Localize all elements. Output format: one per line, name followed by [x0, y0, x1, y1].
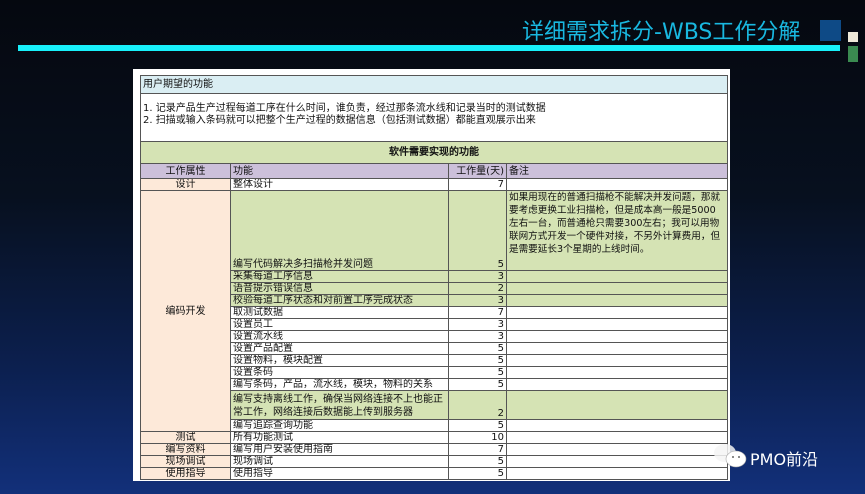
function-cell: 取测试数据: [230, 306, 449, 319]
decor-square: [848, 46, 858, 62]
table-row: 测试 所有功能测试 10: [140, 431, 728, 444]
table-row: 编码开发 编写代码解决多扫描枪并发问题 5 如果用现在的普通扫描枪不能解决并发问题，那…: [140, 190, 728, 432]
table-row: 设置产品配置 5: [141, 342, 728, 355]
note-cell: [506, 318, 728, 331]
function-cell: 所有功能测试: [230, 431, 449, 444]
brand-label: PMO前沿: [750, 450, 819, 469]
days-cell: 7: [448, 306, 507, 319]
note-cell: [506, 282, 728, 295]
function-cell: 整体设计: [230, 178, 449, 191]
function-cell: 编写支持离线工作，确保当网络连接不上也能正常工作，网络连接后数据能上传到服务器: [230, 390, 449, 420]
note-cell: [506, 378, 728, 391]
decor-square: [820, 20, 841, 41]
days-cell: 3: [448, 270, 507, 283]
table-row: 设计 整体设计 7: [140, 178, 728, 191]
work-attribute: 编写资料: [140, 443, 231, 456]
note-cell: [506, 330, 728, 343]
spreadsheet-image: 用户期望的功能 1. 记录产品生产过程每道工序在什么时间，谁负责，经过那条流水线…: [133, 69, 730, 481]
note-cell: [506, 467, 728, 480]
function-cell: 编写用户安装使用指南: [230, 443, 449, 456]
note-cell: [506, 294, 728, 307]
days-cell: 5: [448, 419, 507, 432]
days-cell: 5: [448, 342, 507, 355]
wechat-icon: [714, 444, 747, 468]
days-cell: 5: [448, 378, 507, 391]
days-cell: 3: [448, 294, 507, 307]
column-header: 功能: [230, 163, 449, 179]
function-cell: 使用指导: [230, 467, 449, 480]
note-cell: [506, 354, 728, 367]
table-row: 语音提示错误信息 2: [141, 282, 728, 295]
work-attribute: 设计: [140, 178, 231, 191]
function-cell: 设置产品配置: [230, 342, 449, 355]
note-cell: [506, 366, 728, 379]
note-cell: [506, 178, 728, 191]
table-row: 编写资料 编写用户安装使用指南 7: [140, 443, 728, 456]
table-row: 校验每道工序状态和对前置工序完成状态 3: [141, 294, 728, 307]
function-cell: 设置条码: [230, 366, 449, 379]
work-attribute: 编码开发: [140, 190, 231, 432]
column-header: 备注: [506, 163, 728, 179]
table-row: 使用指导 使用指导 5: [140, 467, 728, 480]
days-cell: 2: [448, 282, 507, 295]
note-cell: 如果用现在的普通扫描枪不能解决并发问题，那就要考虑更换工业扫描枪，但是成本高一般…: [506, 190, 728, 271]
work-attribute: 测试: [140, 431, 231, 444]
title-underline: [18, 45, 840, 51]
wbs-table: 用户期望的功能 1. 记录产品生产过程每道工序在什么时间，谁负责，经过那条流水线…: [140, 75, 728, 480]
section-title: 软件需要实现的功能: [140, 141, 728, 164]
days-cell: 5: [448, 354, 507, 367]
expected-line: 2. 扫描或输入条码就可以把整个生产过程的数据信息（包括测试数据）都能直观展示出…: [143, 115, 536, 126]
note-cell: [506, 306, 728, 319]
function-cell: 设置流水线: [230, 330, 449, 343]
note-cell: [506, 443, 728, 456]
days-cell: 2: [448, 390, 507, 420]
note-cell: [506, 270, 728, 283]
expected-header: 用户期望的功能: [140, 75, 728, 94]
function-cell: 编写条码，产品，流水线，模块，物料的关系: [230, 378, 449, 391]
days-cell: 10: [448, 431, 507, 444]
days-cell: 5: [448, 467, 507, 480]
function-cell: 编写代码解决多扫描枪并发问题: [230, 190, 449, 271]
days-cell: 3: [448, 318, 507, 331]
decor-square: [848, 32, 858, 42]
days-cell: 3: [448, 330, 507, 343]
function-cell: 校验每道工序状态和对前置工序完成状态: [230, 294, 449, 307]
days-cell: 5: [448, 190, 507, 271]
note-cell: [506, 419, 728, 432]
work-attribute: 使用指导: [140, 467, 231, 480]
function-cell: 现场调试: [230, 455, 449, 468]
table-row: 编写支持离线工作，确保当网络连接不上也能正常工作，网络连接后数据能上传到服务器 2: [141, 390, 728, 420]
slide-title: 详细需求拆分-WBS工作分解: [522, 20, 801, 45]
column-header: 工作属性: [140, 163, 231, 179]
note-cell: [506, 342, 728, 355]
function-cell: 采集每道工序信息: [230, 270, 449, 283]
days-cell: 7: [448, 443, 507, 456]
column-header: 工作量(天): [448, 163, 507, 179]
function-cell: 语音提示错误信息: [230, 282, 449, 295]
note-cell: [506, 431, 728, 444]
function-cell: 设置物料，模块配置: [230, 354, 449, 367]
function-cell: 编写追踪查询功能: [230, 419, 449, 432]
days-cell: 5: [448, 455, 507, 468]
table-row: 现场调试 现场调试 5: [140, 455, 728, 468]
table-row: 设置条码 5: [141, 366, 728, 379]
expected-lines: 1. 记录产品生产过程每道工序在什么时间，谁负责，经过那条流水线和记录当时的测试…: [140, 93, 728, 142]
expected-line: 1. 记录产品生产过程每道工序在什么时间，谁负责，经过那条流水线和记录当时的测试…: [143, 103, 546, 114]
note-cell: [506, 455, 728, 468]
days-cell: 5: [448, 366, 507, 379]
note-cell: [506, 390, 728, 420]
work-attribute: 现场调试: [140, 455, 231, 468]
days-cell: 7: [448, 178, 507, 191]
function-cell: 设置员工: [230, 318, 449, 331]
